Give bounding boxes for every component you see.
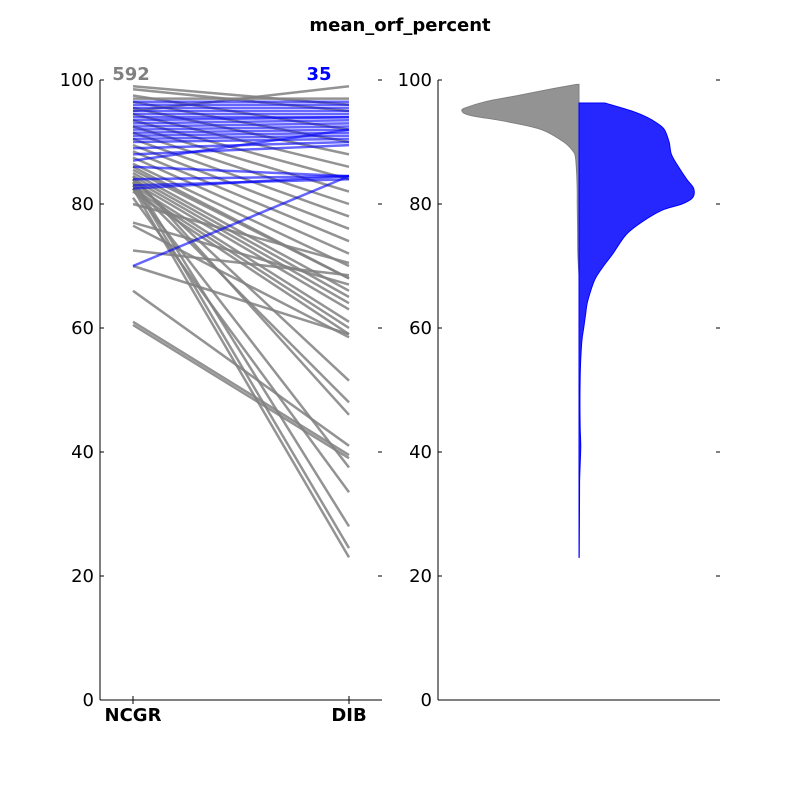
highlighted-pair-line	[132, 137, 350, 144]
ncgr-dib-pair-line	[132, 264, 350, 336]
violin-dib	[578, 102, 695, 558]
right-ytick-label: 80	[409, 194, 432, 215]
highlighted-pair-line	[132, 165, 350, 178]
ncgr-count-label: 592	[112, 64, 150, 85]
highlighted-pair-line	[132, 122, 350, 128]
category-label-dib: DIB	[331, 705, 366, 726]
paired-lines-panel: 0 20 40 60 80 100 NCGR DIB 592 35	[60, 64, 382, 726]
right-y-ticks: 0 20 40 60 80 100	[398, 70, 720, 711]
ncgr-dib-pair-line	[132, 175, 350, 299]
dib-count-label: 35	[306, 64, 331, 85]
ncgr-dib-pair-line	[132, 178, 350, 305]
left-ytick-label: 40	[71, 442, 94, 463]
ncgr-dib-pair-line	[132, 249, 350, 277]
left-x-ticks: NCGR DIB	[105, 696, 367, 726]
highlighted-pair-line	[132, 131, 350, 138]
ncgr-dib-pair-line	[132, 156, 350, 255]
violin-panel: 0 20 40 60 80 100	[398, 70, 720, 711]
right-ytick-label: 20	[409, 566, 432, 587]
ncgr-dib-pair-line	[131, 181, 351, 549]
ncgr-dib-pair-line	[131, 197, 351, 494]
highlighted-pair-line	[132, 128, 350, 134]
ncgr-dib-pair-line	[131, 178, 351, 528]
left-ytick-label: 60	[71, 318, 94, 339]
highlighted-pair-line	[132, 119, 350, 125]
violin-group	[461, 83, 695, 558]
right-ytick-label: 100	[398, 70, 432, 91]
ncgr-dib-pair-line	[132, 162, 350, 268]
figure-title: mean_orf_percent	[309, 15, 491, 36]
highlighted-pair-line	[132, 115, 350, 122]
highlighted-pair-line	[132, 174, 350, 181]
highlighted-pair-line	[132, 143, 350, 156]
left-ytick-label: 80	[71, 194, 94, 215]
ncgr-dib-pair-line	[132, 175, 350, 416]
ncgr-dib-pair-line	[132, 323, 350, 460]
left-ytick-label: 100	[60, 70, 94, 91]
ncgr-dib-pair-line	[132, 150, 350, 243]
highlighted-pair-line	[132, 174, 350, 268]
ncgr-dib-pair-line	[132, 178, 350, 382]
highlighted-pair-line	[132, 174, 350, 190]
ncgr-dib-pair-line	[131, 187, 351, 559]
right-ytick-label: 40	[409, 442, 432, 463]
highlighted-pair-line	[132, 125, 350, 131]
left-y-ticks: 0 20 40 60 80 100	[60, 70, 382, 711]
highlighted-pair-line	[132, 134, 350, 141]
left-ytick-label: 20	[71, 566, 94, 587]
category-label-ncgr: NCGR	[105, 705, 162, 726]
right-ytick-label: 0	[421, 690, 432, 711]
right-ytick-label: 60	[409, 318, 432, 339]
ncgr-dib-pair-line	[132, 221, 350, 286]
highlighted-pair-line	[132, 128, 350, 162]
violin-ncgr	[461, 83, 580, 276]
ncgr-dib-pair-line	[132, 181, 350, 311]
left-ytick-label: 0	[83, 690, 94, 711]
paired-lines-group	[131, 84, 351, 559]
ncgr-dib-pair-line	[132, 320, 350, 457]
ncgr-dib-pair-line	[132, 143, 350, 230]
